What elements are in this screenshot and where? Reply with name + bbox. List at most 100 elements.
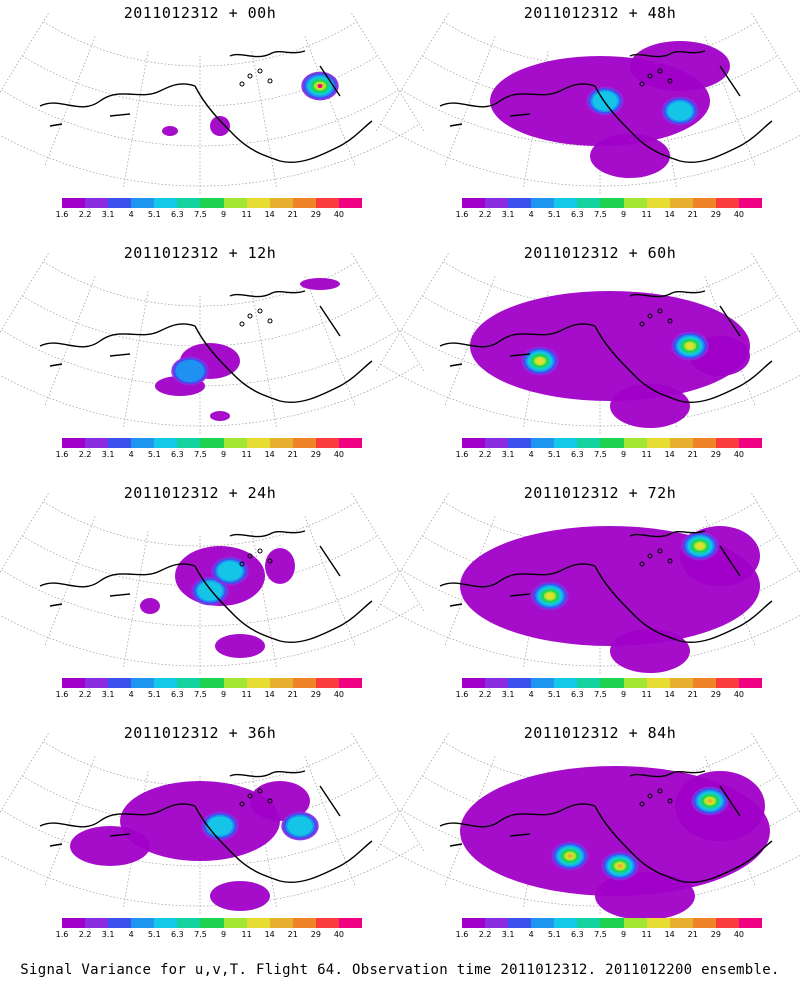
colorbar-tick-label: 3.1 bbox=[501, 930, 515, 939]
colorbar-swatch bbox=[646, 678, 670, 688]
graticule-parallel bbox=[43, 501, 357, 547]
colorbar-tick-label: 2.2 bbox=[78, 450, 92, 459]
colorbar-tick-label: 40 bbox=[733, 210, 745, 219]
colorbar-swatch bbox=[715, 678, 739, 688]
variance-region bbox=[210, 411, 230, 421]
colorbar-tick-label: 14 bbox=[664, 690, 675, 699]
colorbar-swatch bbox=[577, 198, 601, 208]
coastline bbox=[449, 785, 741, 847]
colorbar-tick-label: 2.2 bbox=[478, 210, 492, 219]
coastline bbox=[229, 530, 306, 538]
colorbar-swatch bbox=[623, 438, 647, 448]
colorbar-swatch bbox=[623, 198, 647, 208]
graticule-meridian bbox=[122, 51, 149, 190]
colorbar-tick-label: 11 bbox=[241, 450, 252, 459]
colorbar-swatch bbox=[738, 198, 763, 208]
coastline bbox=[194, 805, 373, 883]
colorbar-swatch bbox=[223, 438, 247, 448]
colorbar-tick-label: 3.1 bbox=[101, 930, 115, 939]
colorbar-swatch bbox=[577, 438, 601, 448]
colorbar-swatch bbox=[131, 678, 155, 688]
colorbar-tick-label: 3.1 bbox=[101, 210, 115, 219]
graticule-parallel bbox=[0, 123, 420, 187]
colorbar-tick-label: 1.6 bbox=[455, 210, 469, 219]
island bbox=[647, 793, 653, 799]
coastline bbox=[439, 803, 596, 828]
colorbar-swatch bbox=[600, 198, 624, 208]
coastline bbox=[49, 305, 341, 367]
island bbox=[657, 68, 663, 74]
colorbar-swatch bbox=[600, 438, 624, 448]
island bbox=[247, 73, 253, 79]
variance-contour bbox=[592, 91, 618, 111]
colorbar-tick-label: 21 bbox=[687, 930, 698, 939]
colorbar-tick-label: 1.6 bbox=[55, 210, 69, 219]
variance-region bbox=[210, 116, 230, 136]
colorbar-tick-label: 2.2 bbox=[478, 690, 492, 699]
colorbar-tick-label: 4 bbox=[528, 690, 534, 699]
colorbar-swatch bbox=[131, 918, 155, 928]
coastline bbox=[629, 50, 706, 58]
colorbar-tick-label: 11 bbox=[641, 450, 652, 459]
colorbar-tick-label: 7.5 bbox=[594, 690, 607, 699]
graticule-meridian bbox=[444, 36, 496, 168]
colorbar-tick-label: 29 bbox=[310, 450, 321, 459]
colorbar-tick-label: 40 bbox=[333, 690, 345, 699]
colorbar-tick-label: 6.3 bbox=[571, 690, 584, 699]
graticule-meridian bbox=[251, 291, 278, 430]
map-plot bbox=[0, 493, 426, 676]
graticule-meridian bbox=[751, 253, 800, 333]
island bbox=[257, 68, 263, 74]
colorbar-swatch bbox=[485, 198, 509, 208]
colorbar-tick-label: 1.6 bbox=[455, 930, 469, 939]
colorbar-tick-label: 1.6 bbox=[55, 930, 69, 939]
coastline bbox=[629, 770, 706, 778]
colorbar-swatch bbox=[508, 918, 532, 928]
colorbar-tick-label: 21 bbox=[687, 210, 698, 219]
colorbar-swatch bbox=[623, 918, 647, 928]
colorbar-tick-label: 5.1 bbox=[147, 210, 161, 219]
colorbar-swatch bbox=[62, 438, 86, 448]
graticule-meridian bbox=[444, 516, 496, 648]
colorbar-tick-label: 7.5 bbox=[194, 930, 207, 939]
island bbox=[239, 321, 245, 327]
coastline bbox=[229, 50, 306, 58]
island bbox=[647, 553, 653, 559]
colorbar-swatch bbox=[485, 918, 509, 928]
coastline bbox=[49, 785, 341, 847]
variance-region bbox=[162, 126, 178, 136]
colorbar-tick-label: 14 bbox=[264, 210, 275, 219]
panel-48h: 2011012312 + 48h 1.6 2.2 3.1 4 5.1 6.3 7.5 9 11 1… bbox=[374, 0, 800, 240]
colorbar-tick-label: 29 bbox=[710, 450, 721, 459]
colorbar-swatch bbox=[669, 678, 693, 688]
graticule-meridian bbox=[751, 13, 800, 93]
variance-contour bbox=[685, 342, 695, 350]
colorbar-tick-label: 5.1 bbox=[547, 930, 561, 939]
variance-field bbox=[470, 291, 750, 428]
colorbar-tick-label: 11 bbox=[241, 930, 252, 939]
colorbar-tick-label: 11 bbox=[241, 210, 252, 219]
colorbar-swatch bbox=[108, 438, 132, 448]
panel-36h: 2011012312 + 36h 1.6 2.2 3.1 4 5.1 6.3 7.5 9 11 1… bbox=[0, 720, 426, 960]
coastline bbox=[439, 323, 596, 348]
colorbar-tick-label: 2.2 bbox=[478, 930, 492, 939]
colorbar bbox=[62, 438, 363, 448]
graticule-parallel bbox=[43, 21, 357, 67]
colorbar-tick-label: 6.3 bbox=[171, 450, 184, 459]
graticule-meridian bbox=[0, 733, 49, 813]
colorbar-swatch bbox=[623, 678, 647, 688]
coastline bbox=[594, 565, 773, 643]
coastline bbox=[39, 83, 196, 108]
graticule-meridian bbox=[351, 493, 426, 613]
colorbar-swatch bbox=[338, 198, 363, 208]
colorbar-swatch bbox=[269, 918, 293, 928]
colorbar-tick-label: 21 bbox=[687, 690, 698, 699]
colorbar-swatch bbox=[200, 438, 224, 448]
colorbar-tick-label: 21 bbox=[687, 450, 698, 459]
colorbar-tick-label: 9 bbox=[620, 930, 627, 939]
colorbar-swatch bbox=[292, 918, 316, 928]
graticule-parallel bbox=[0, 363, 420, 427]
map-plot bbox=[374, 13, 800, 196]
colorbar-tick-label: 1.6 bbox=[455, 690, 469, 699]
variance-contour bbox=[175, 359, 205, 383]
